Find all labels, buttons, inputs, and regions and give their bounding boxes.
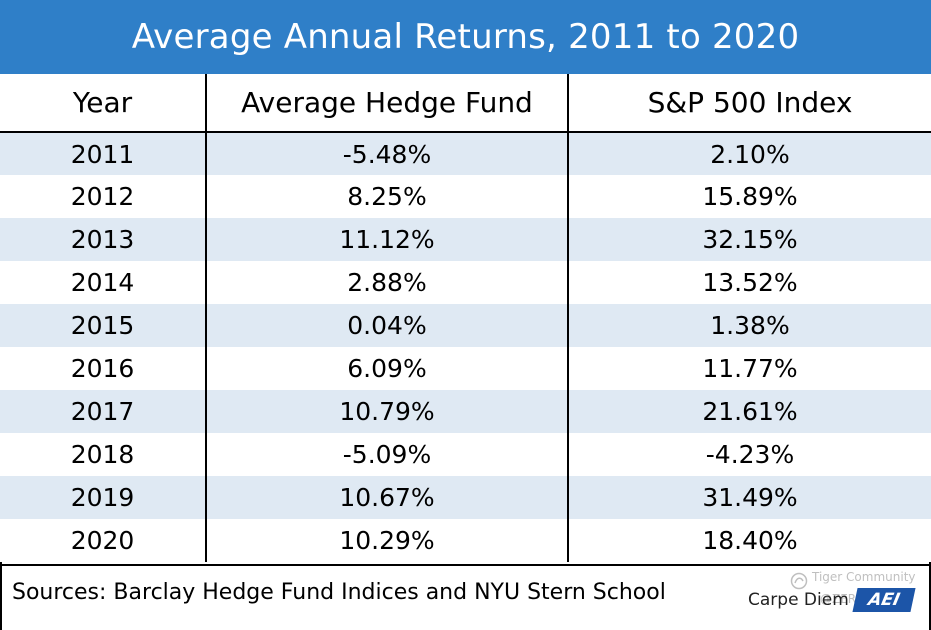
cell-hedge-fund: 8.25% [206, 175, 569, 218]
table-row: 2015 0.04% 1.38% [0, 304, 931, 347]
cell-year: 2013 [0, 218, 207, 261]
cell-sp500: 32.15% [568, 218, 931, 261]
cell-sp500: -4.23% [568, 433, 931, 476]
cell-sp500: 31.49% [568, 476, 931, 519]
cell-hedge-fund: -5.48% [206, 132, 569, 175]
cell-year: 2011 [0, 132, 207, 175]
cell-year: 2018 [0, 433, 207, 476]
column-header-hedge-fund: Average Hedge Fund [206, 74, 569, 133]
brand: Carpe Diem AEI [748, 588, 916, 612]
table-row: 2011 -5.48% 2.10% [0, 132, 931, 175]
cell-hedge-fund: 10.29% [206, 519, 569, 562]
cell-sp500: 18.40% [568, 519, 931, 562]
table-row: 2018 -5.09% -4.23% [0, 433, 931, 476]
table-row: 2016 6.09% 11.77% [0, 347, 931, 390]
cell-sp500: 13.52% [568, 261, 931, 304]
tiger-community-icon [790, 572, 808, 590]
brand-text: Carpe Diem [748, 590, 849, 610]
table-row: 2013 11.12% 32.15% [0, 218, 931, 261]
cell-hedge-fund: 2.88% [206, 261, 569, 304]
column-header-year: Year [0, 74, 207, 133]
returns-table: Year Average Hedge Fund S&P 500 Index 20… [0, 74, 931, 562]
chart-title-text: Average Annual Returns, 2011 to 2020 [131, 17, 800, 57]
cell-hedge-fund: 10.79% [206, 390, 569, 433]
cell-year: 2014 [0, 261, 207, 304]
cell-hedge-fund: 6.09% [206, 347, 569, 390]
sources-note: Sources: Barclay Hedge Fund Indices and … [12, 580, 666, 605]
cell-year: 2012 [0, 175, 207, 218]
aei-logo: AEI [852, 588, 916, 612]
cell-hedge-fund: 10.67% [206, 476, 569, 519]
table-row: 2020 10.29% 18.40% [0, 519, 931, 562]
cell-hedge-fund: -5.09% [206, 433, 569, 476]
cell-year: 2017 [0, 390, 207, 433]
table-row: 2012 8.25% 15.89% [0, 175, 931, 218]
column-header-sp500: S&P 500 Index [568, 74, 931, 133]
cell-hedge-fund: 11.12% [206, 218, 569, 261]
header-row: Year Average Hedge Fund S&P 500 Index [0, 74, 931, 133]
cell-year: 2015 [0, 304, 207, 347]
cell-year: 2020 [0, 519, 207, 562]
table-row: 2019 10.67% 31.49% [0, 476, 931, 519]
cell-sp500: 2.10% [568, 132, 931, 175]
cell-sp500: 1.38% [568, 304, 931, 347]
table-body: 2011 -5.48% 2.10% 2012 8.25% 15.89% 2013 11.12%… [0, 132, 931, 562]
footer-divider [0, 564, 931, 566]
cell-sp500: 11.77% [568, 347, 931, 390]
watermark-community-text: Tiger Community [812, 570, 916, 584]
cell-sp500: 21.61% [568, 390, 931, 433]
cell-sp500: 15.89% [568, 175, 931, 218]
cell-year: 2016 [0, 347, 207, 390]
table-row: 2017 10.79% 21.61% [0, 390, 931, 433]
chart-title: Average Annual Returns, 2011 to 2020 [0, 0, 931, 74]
cell-hedge-fund: 0.04% [206, 304, 569, 347]
cell-year: 2019 [0, 476, 207, 519]
table-row: 2014 2.88% 13.52% [0, 261, 931, 304]
